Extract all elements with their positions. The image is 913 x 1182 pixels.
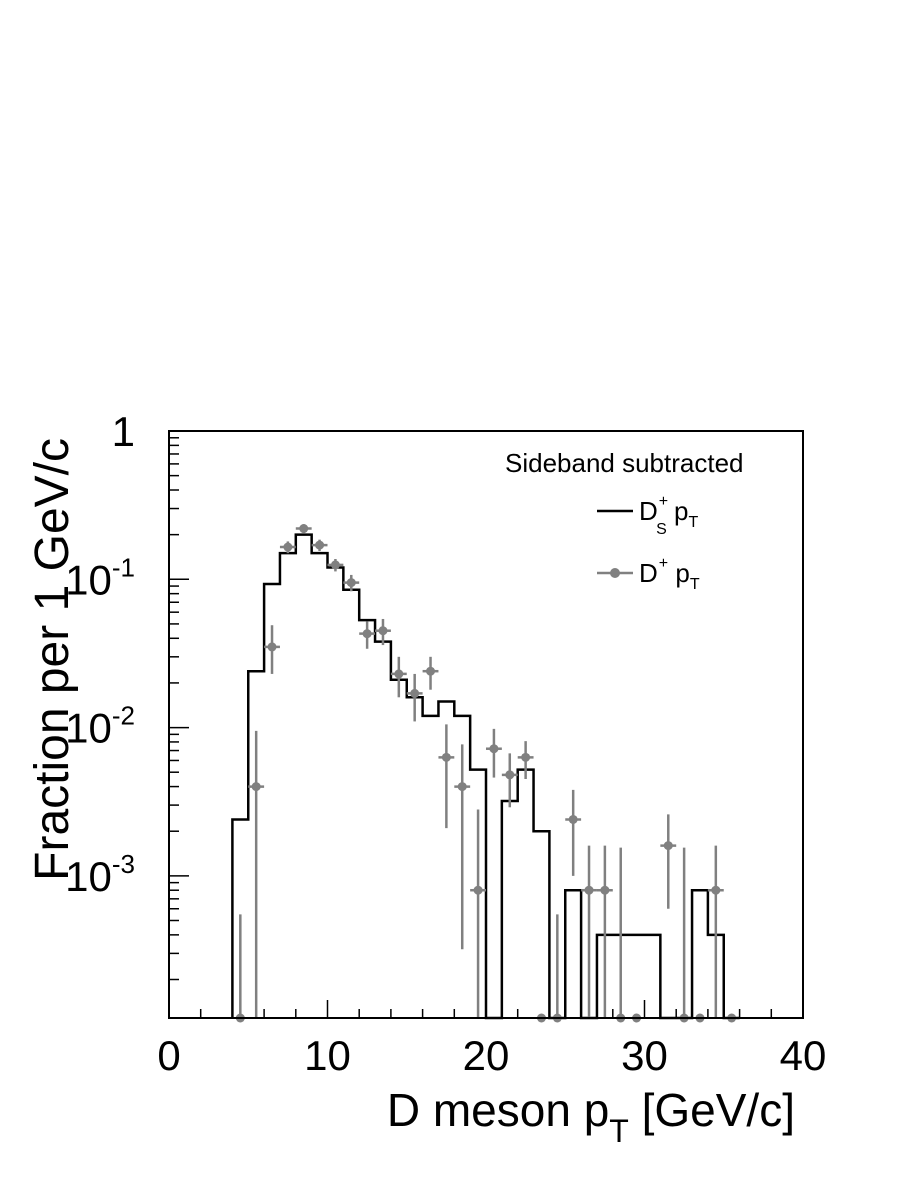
data-point-dplus (486, 728, 502, 778)
data-point-dplus (596, 845, 613, 1018)
marker-dot (711, 885, 721, 895)
y-tick-label: 1 (112, 408, 135, 455)
legend-entry-ds: D+ S pT (597, 493, 698, 538)
x-tick-label: 30 (621, 1032, 668, 1079)
marker-dot (473, 885, 483, 895)
x-axis-tick-labels: 0 10 20 30 40 (157, 1032, 826, 1079)
data-point-dplus (707, 845, 724, 1018)
x-axis-ticks (168, 1000, 804, 1018)
legend: Sideband subtracted D+ S pT D+ pT (505, 448, 744, 593)
marker-dot (410, 688, 420, 698)
data-point-dplus (343, 574, 360, 592)
marker-dot (378, 626, 388, 636)
data-point-dplus (248, 730, 265, 1018)
data-point-dplus (235, 914, 245, 1023)
marker-dot (394, 669, 404, 679)
x-tick-label: 40 (780, 1032, 827, 1079)
marker-dot (584, 885, 594, 895)
x-tick-label: 10 (304, 1032, 351, 1079)
data-point-dplus (279, 541, 296, 554)
x-tick-label: 0 (157, 1032, 180, 1079)
data-point-dplus (454, 744, 471, 950)
marker-dot (346, 578, 356, 588)
legend-label-dplus: D+ pT (639, 555, 700, 593)
marker-dot (521, 752, 531, 762)
legend-title: Sideband subtracted (505, 448, 744, 478)
marker-dot (267, 642, 277, 652)
data-point-dplus (406, 673, 423, 722)
data-point-dplus (660, 814, 677, 909)
y-axis-tick-labels: 1 10-1 10-2 10-3 (65, 408, 135, 900)
y-axis-title: Fraction per 1 GeV/c (26, 438, 79, 881)
marker-dot (362, 629, 372, 639)
y-tick-label: 10-1 (65, 552, 135, 603)
data-point-dplus (438, 724, 455, 829)
data-point-dplus (264, 625, 280, 674)
marker-dot (457, 782, 467, 792)
marker-dot (426, 666, 436, 676)
legend-label-ds: D+ S pT (639, 493, 698, 538)
data-point-dplus (501, 753, 518, 808)
data-point-dplus (470, 809, 486, 1018)
data-point-dplus (679, 847, 689, 1023)
data-point-dplus (375, 618, 391, 646)
legend-entry-dplus: D+ pT (597, 555, 700, 593)
marker-dot (441, 752, 451, 762)
histogram-ds-step (231, 533, 740, 1020)
marker-dot (600, 885, 610, 895)
plot-area (231, 524, 740, 1023)
data-point-dplus (295, 524, 312, 534)
marker-dot (330, 560, 340, 570)
marker-dot (568, 814, 578, 824)
x-tick-label: 20 (463, 1032, 510, 1079)
data-point-dplus (327, 559, 344, 572)
marker-dot (299, 524, 309, 534)
data-point-dplus (581, 845, 597, 1018)
marker-dot (505, 770, 515, 780)
data-point-dplus (422, 656, 439, 690)
marker-dot (663, 841, 673, 851)
x-axis-title: D meson pT [GeV/c] (387, 1084, 795, 1149)
marker-dot (315, 540, 325, 550)
y-axis-ticks (169, 430, 189, 981)
data-point-dplus (517, 741, 534, 779)
marker-dot (251, 782, 261, 792)
marker-dot (489, 744, 499, 754)
legend-marker-dot (610, 568, 620, 578)
marker-dot (283, 542, 293, 552)
data-point-dplus (552, 914, 562, 1023)
y-tick-label: 10-2 (65, 701, 135, 752)
data-point-dplus (565, 789, 582, 876)
data-point-dplus (390, 656, 407, 698)
data-point-dplus (311, 539, 328, 552)
data-point-dplus (359, 621, 376, 649)
y-tick-label: 10-3 (65, 849, 135, 900)
